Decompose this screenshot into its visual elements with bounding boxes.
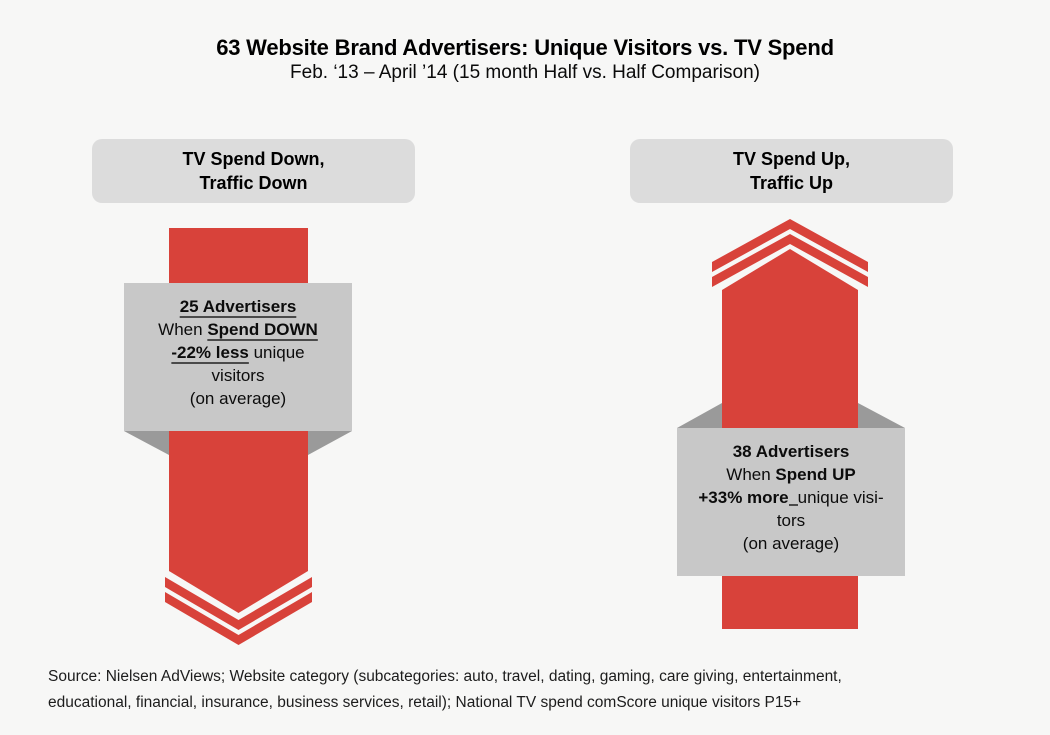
callout-spend-up-note: (on average)	[742, 534, 840, 553]
callout-spend-down-result: -22% less unique	[171, 343, 305, 362]
label-tv-spend-down-line1: TV Spend Down,	[182, 149, 325, 169]
callout-spend-down: 25 Advertisers When Spend DOWN -22% less…	[124, 283, 352, 431]
source-note-line2: educational, financial, insurance, busin…	[48, 694, 802, 711]
source-note-line1: Source: Nielsen AdViews; Website categor…	[48, 668, 842, 685]
page-title: 63 Website Brand Advertisers: Unique Vis…	[216, 35, 834, 60]
callout-spend-up-condition: When Spend UP	[726, 465, 856, 484]
callout-spend-up: 38 Advertisers When Spend UP +33% more un…	[677, 428, 905, 576]
callout-spend-up-advertisers: 38 Advertisers	[732, 442, 850, 461]
down-arrow-chevron-2	[165, 592, 312, 645]
callout-spend-down-condition: When Spend DOWN	[158, 320, 318, 339]
chart-header: 63 Website Brand Advertisers: Unique Vis…	[0, 34, 1050, 85]
label-tv-spend-down-line2: Traffic Down	[199, 173, 308, 193]
callout-spend-down-result-cont: visitors	[211, 366, 265, 385]
callout-spend-up-result-cont: tors	[776, 511, 806, 530]
up-arrow-chevron-2	[712, 234, 868, 287]
down-arrow-fold-right	[308, 431, 352, 455]
callout-spend-down-note: (on average)	[189, 389, 287, 408]
down-arrow-chevron-1	[165, 577, 312, 630]
label-tv-spend-up: TV Spend Up, Traffic Up	[630, 139, 953, 203]
label-tv-spend-down: TV Spend Down, Traffic Down	[92, 139, 415, 203]
source-note: Source: Nielsen AdViews; Website categor…	[48, 664, 842, 716]
label-tv-spend-up-line1: TV Spend Up,	[733, 149, 850, 169]
callout-spend-up-result: +33% more unique visi-	[698, 487, 884, 507]
up-arrow-fold-right	[858, 403, 905, 428]
page-subtitle: Feb. ‘13 – April ’14 (15 month Half vs. …	[290, 62, 760, 83]
down-arrow-fold-left	[124, 431, 169, 455]
up-arrow-chevron-1	[712, 219, 868, 272]
underline-mark	[788, 487, 798, 506]
label-tv-spend-up-line2: Traffic Up	[749, 173, 833, 193]
callout-spend-down-advertisers: 25 Advertisers	[179, 297, 297, 316]
up-arrow-fold-left	[677, 403, 722, 428]
